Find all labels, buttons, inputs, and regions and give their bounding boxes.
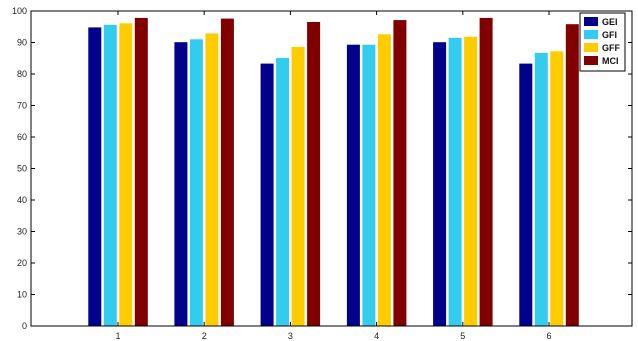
bar-mci-5 bbox=[479, 17, 493, 327]
legend-swatch-gei bbox=[584, 17, 598, 26]
y-tick-label: 40 bbox=[17, 195, 27, 205]
x-tick-label: 2 bbox=[202, 331, 207, 341]
y-tick-label: 30 bbox=[17, 227, 27, 237]
bar-gei-3 bbox=[260, 63, 274, 326]
bar-gei-4 bbox=[346, 44, 360, 326]
bars-group bbox=[88, 17, 579, 327]
x-tick-label: 3 bbox=[288, 331, 293, 341]
bar-gff-6 bbox=[550, 51, 564, 327]
bar-gfi-1 bbox=[103, 24, 117, 327]
legend-label-gff: GFF bbox=[602, 43, 620, 53]
y-tick-label: 0 bbox=[22, 321, 27, 331]
legend-label-gei: GEI bbox=[602, 17, 618, 27]
legend-swatch-gff bbox=[584, 43, 598, 52]
bar-gei-2 bbox=[174, 42, 188, 326]
legend-swatch-gfi bbox=[584, 30, 598, 39]
bar-gff-3 bbox=[291, 46, 305, 327]
bar-gfi-5 bbox=[448, 37, 462, 327]
bar-mci-4 bbox=[393, 20, 407, 326]
bar-gfi-3 bbox=[276, 57, 290, 327]
y-tick-label: 60 bbox=[17, 132, 27, 142]
legend-label-mci: MCI bbox=[602, 56, 619, 66]
bar-mci-6 bbox=[565, 24, 579, 326]
legend-swatch-mci bbox=[584, 56, 598, 65]
y-tick-label: 70 bbox=[17, 101, 27, 111]
legend: GEI GFI GFF MCI bbox=[579, 12, 626, 72]
bar-mci-3 bbox=[307, 22, 321, 326]
bar-gfi-6 bbox=[534, 52, 548, 327]
bar-gfi-2 bbox=[189, 39, 203, 327]
y-tick-label: 10 bbox=[17, 290, 27, 300]
bar-gei-1 bbox=[88, 27, 102, 327]
bar-gff-4 bbox=[377, 34, 391, 327]
legend-label-gfi: GFI bbox=[602, 30, 617, 40]
x-tick-label: 4 bbox=[374, 331, 379, 341]
bar-gff-1 bbox=[119, 23, 133, 327]
y-tick-label: 20 bbox=[17, 258, 27, 268]
y-tick-label: 100 bbox=[12, 6, 27, 16]
bar-mci-2 bbox=[220, 18, 234, 326]
y-tick-label: 80 bbox=[17, 69, 27, 79]
x-tick-label: 6 bbox=[546, 331, 551, 341]
axes-group: 0 10 20 30 40 50 60 70 80 90 100 1 2 3 4 5 6 bbox=[12, 6, 633, 341]
x-tick-label: 5 bbox=[460, 331, 465, 341]
bar-gei-5 bbox=[433, 42, 447, 326]
bar-gfi-4 bbox=[362, 44, 376, 326]
x-tick-label: 1 bbox=[115, 331, 120, 341]
y-tick-label: 50 bbox=[17, 164, 27, 174]
y-tick-label: 90 bbox=[17, 38, 27, 48]
bar-gei-6 bbox=[519, 63, 533, 326]
bar-mci-1 bbox=[134, 17, 148, 327]
bar-gff-2 bbox=[205, 33, 219, 327]
bar-gff-5 bbox=[464, 36, 478, 327]
